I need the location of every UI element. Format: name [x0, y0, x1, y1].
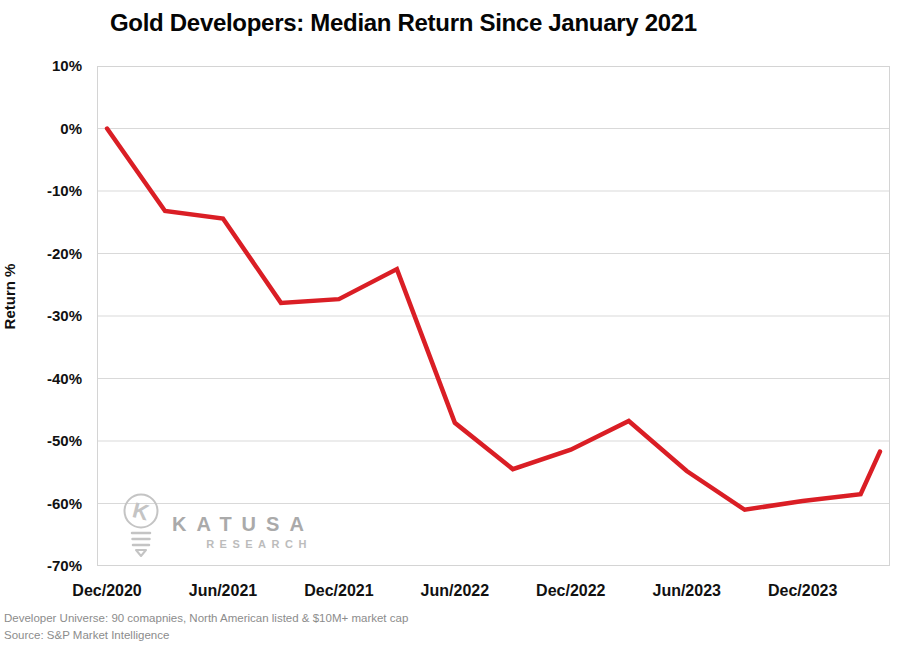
y-tick-label: 10%: [22, 57, 82, 75]
y-tick-label: -20%: [22, 245, 82, 263]
x-tick-label: Dec/2021: [304, 582, 373, 600]
y-tick-label: -10%: [22, 182, 82, 200]
watermark-brand-name: KATUSA: [172, 514, 314, 534]
x-tick-label: Jun/2022: [421, 582, 489, 600]
y-tick-label: -60%: [22, 495, 82, 513]
y-tick-label: 0%: [22, 120, 82, 138]
chart-title: Gold Developers: Median Return Since Jan…: [110, 9, 697, 37]
watermark-sub-name: RESEARCH: [172, 538, 314, 550]
x-tick-label: Dec/2020: [72, 582, 141, 600]
chart-page: Gold Developers: Median Return Since Jan…: [0, 0, 899, 648]
x-tick-label: Jun/2023: [652, 582, 720, 600]
footnote-source: Source: S&P Market Intelligence: [4, 627, 169, 643]
return-line: [107, 129, 880, 510]
plot-svg: [97, 66, 890, 566]
y-tick-label: -30%: [22, 307, 82, 325]
lightbulb-icon: K: [122, 492, 160, 558]
y-axis-title: Return %: [1, 257, 18, 337]
footnote-universe: Developer Universe: 90 comapnies, North …: [4, 610, 408, 626]
watermark-text: KATUSA RESEARCH: [172, 492, 314, 550]
svg-text:K: K: [130, 497, 152, 525]
y-tick-label: -70%: [22, 557, 82, 575]
y-tick-label: -50%: [22, 432, 82, 450]
y-tick-label: -40%: [22, 370, 82, 388]
x-tick-label: Dec/2023: [768, 582, 837, 600]
x-tick-label: Jun/2021: [189, 582, 257, 600]
watermark-logo: K KATUSA RESEARCH: [122, 492, 314, 558]
x-tick-label: Dec/2022: [536, 582, 605, 600]
